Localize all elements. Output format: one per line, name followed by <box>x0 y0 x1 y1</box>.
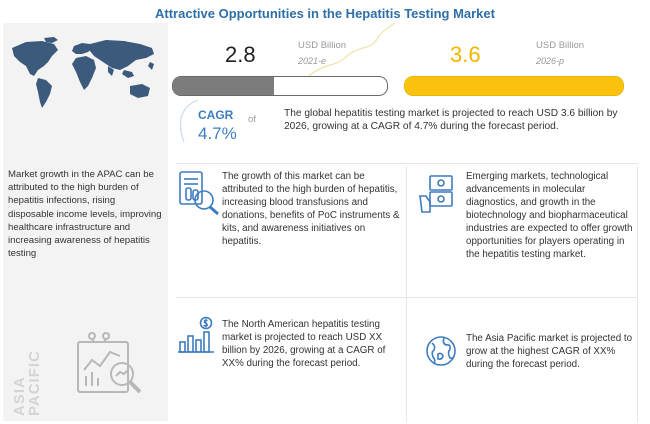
global-market-text: The global hepatitis testing market is p… <box>284 108 618 133</box>
market-bar-2026 <box>404 76 624 96</box>
divider <box>406 166 407 422</box>
divider <box>176 163 638 164</box>
money-hand-icon <box>419 175 453 213</box>
divider <box>637 166 638 422</box>
cagr-label: CAGR <box>198 108 234 122</box>
market-year-2021: 2021-e <box>298 56 327 66</box>
emerging-markets-text: Emerging markets, technological advancem… <box>466 171 633 260</box>
market-bar-2021-fill <box>173 77 274 95</box>
growth-drivers-text: The growth of this market can be attribu… <box>222 171 400 247</box>
analysis-magnifier-icon <box>77 332 142 394</box>
market-bar-2026-fill <box>405 77 623 95</box>
cagr-of-label: of <box>248 114 256 125</box>
divider <box>176 297 638 298</box>
asia-pacific-label: ASIA PACIFIC <box>11 350 43 416</box>
bar-chart-dollar-icon <box>178 316 214 353</box>
globe-icon <box>426 336 456 366</box>
growth-curve-decoration <box>308 22 396 77</box>
world-map-icon <box>12 37 154 108</box>
market-unit-2026: USD Billion <box>536 40 585 51</box>
cagr-value: 4.7% <box>198 124 237 143</box>
market-unit-2021: USD Billion <box>298 40 347 51</box>
market-value-2021: 2.8 <box>225 42 256 67</box>
market-year-2026: 2026-p <box>536 56 565 66</box>
cagr-curve-decoration <box>179 99 199 143</box>
page-title: Attractive Opportunities in the Hepatiti… <box>155 6 495 21</box>
market-value-2026: 3.6 <box>450 42 481 67</box>
apac-growth-text: Market growth in the APAC can be attribu… <box>8 169 162 260</box>
test-tube-icon <box>179 171 219 216</box>
asia-pacific-text: The Asia Pacific market is projected to … <box>466 333 633 370</box>
north-america-text: The North American hepatitis testing mar… <box>222 319 386 369</box>
market-bar-2021 <box>172 76 388 96</box>
